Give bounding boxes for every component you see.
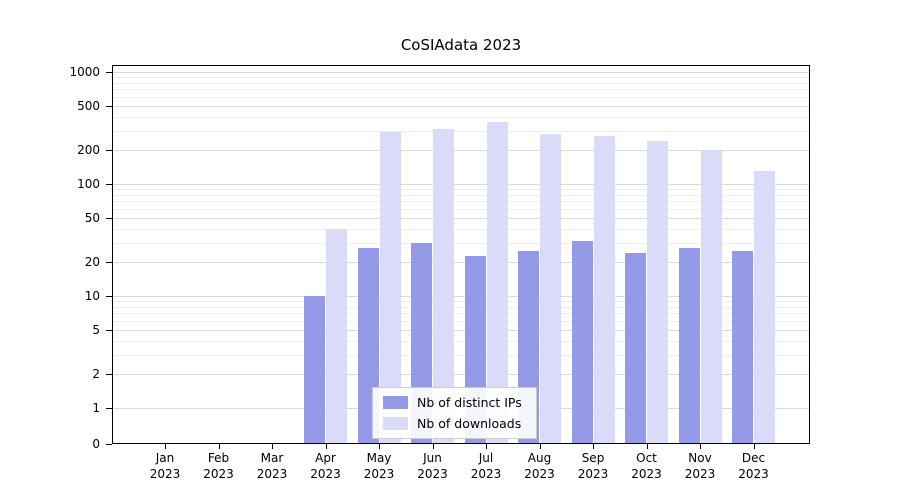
bar-distinct-ips — [678, 247, 700, 444]
x-tick-mark — [539, 444, 541, 449]
minor-gridline — [112, 340, 810, 342]
x-tick-label: Dec 2023 — [738, 451, 769, 481]
minor-gridline — [112, 354, 810, 356]
legend-label-distinct-ips: Nb of distinct IPs — [417, 395, 522, 410]
y-tick-label: 1 — [92, 401, 100, 415]
major-gridline — [112, 105, 810, 107]
y-tick-mark — [106, 444, 112, 445]
x-tick-label: Mar 2023 — [256, 451, 288, 481]
major-gridline — [112, 150, 810, 152]
major-gridline — [112, 184, 810, 185]
bar-downloads — [647, 141, 668, 444]
x-tick-mark — [272, 444, 273, 449]
x-axis-tick-labels: Jan 2023 Feb 2023 Mar 2023 Apr 2023 May 2023 Jun 20… — [112, 450, 810, 490]
legend-label-downloads: Nb of downloads — [417, 416, 522, 431]
bar-distinct-ips — [304, 296, 325, 444]
minor-gridline — [112, 96, 810, 98]
y-tick-label: 2 — [92, 367, 100, 382]
bar-downloads — [379, 132, 401, 444]
x-tick-label: Nov 2023 — [684, 451, 716, 481]
x-tick-label: Feb 2023 — [203, 451, 234, 481]
minor-gridline — [112, 313, 810, 315]
x-tick-mark — [218, 444, 220, 449]
y-tick-mark — [106, 408, 112, 409]
y-tick-label: 1000 — [69, 65, 100, 79]
x-tick-mark — [700, 444, 701, 449]
y-tick-mark — [106, 374, 112, 376]
y-tick-mark — [106, 184, 112, 185]
y-tick-mark — [106, 329, 112, 331]
plot-area: Nb of distinct IPs Nb of downloads — [112, 65, 810, 444]
minor-gridline — [112, 130, 810, 132]
bar-downloads — [326, 228, 347, 444]
y-tick-mark — [106, 262, 112, 264]
y-tick-label: 100 — [77, 177, 100, 191]
minor-gridline — [112, 77, 810, 79]
bar-downloads — [540, 133, 561, 444]
minor-gridline — [112, 228, 810, 230]
legend-swatch-distinct-ips-icon — [383, 396, 408, 409]
x-tick-mark — [432, 444, 434, 449]
y-tick-label: 20 — [84, 255, 100, 270]
x-tick-label: Jun 2023 — [417, 451, 448, 481]
y-tick-label: 5 — [92, 322, 100, 337]
major-gridline — [112, 262, 810, 264]
bar-downloads — [754, 171, 775, 444]
y-tick-mark — [106, 296, 112, 297]
x-tick-label: Oct 2023 — [631, 451, 662, 481]
y-tick-label: 200 — [77, 143, 100, 158]
y-tick-mark — [106, 217, 112, 219]
bar-downloads — [700, 150, 722, 444]
legend-item-downloads: Nb of downloads — [383, 416, 522, 431]
y-axis-tick-labels: 0 1 2 5 10 20 50 100 200 500 1000 — [0, 65, 100, 451]
minor-gridline — [112, 306, 810, 308]
x-tick-label: Aug 2023 — [524, 451, 555, 481]
minor-gridline — [112, 116, 810, 118]
y-tick-label: 50 — [84, 210, 100, 225]
minor-gridline — [112, 194, 810, 196]
legend-item-distinct-ips: Nb of distinct IPs — [383, 395, 522, 410]
x-tick-mark — [646, 444, 648, 449]
major-gridline — [112, 217, 810, 219]
x-tick-mark — [753, 444, 755, 449]
major-gridline — [112, 72, 810, 73]
bar-distinct-ips — [732, 251, 753, 444]
x-tick-mark — [379, 444, 380, 449]
minor-gridline — [112, 82, 810, 84]
minor-gridline — [112, 201, 810, 203]
y-tick-label: 10 — [84, 289, 100, 303]
bar-downloads — [593, 135, 615, 444]
x-tick-label: Jan 2023 — [149, 451, 181, 481]
x-tick-label: May 2023 — [363, 451, 395, 481]
x-tick-mark — [593, 444, 594, 449]
minor-gridline — [112, 301, 810, 303]
minor-gridline — [112, 208, 810, 210]
major-gridline — [112, 329, 810, 331]
major-gridline — [112, 296, 810, 297]
minor-gridline — [112, 242, 810, 244]
x-tick-mark — [486, 444, 487, 449]
y-tick-mark — [106, 105, 112, 107]
major-gridline — [112, 374, 810, 376]
minor-gridline — [112, 89, 810, 91]
y-tick-mark — [106, 150, 112, 152]
bar-downloads — [433, 129, 454, 444]
chart-title: CoSIAdata 2023 — [400, 36, 522, 54]
y-tick-mark — [106, 72, 112, 73]
y-tick-label: 500 — [77, 98, 100, 113]
legend-swatch-downloads-icon — [383, 417, 408, 430]
minor-gridline — [112, 320, 810, 322]
legend: Nb of distinct IPs Nb of downloads — [372, 387, 537, 439]
minor-gridline — [112, 189, 810, 191]
x-tick-label: Sep 2023 — [577, 451, 609, 481]
bar-distinct-ips — [625, 253, 646, 444]
x-tick-label: Apr 2023 — [310, 451, 341, 481]
x-tick-mark — [325, 444, 327, 449]
bar-downloads — [486, 121, 508, 444]
y-tick-label: 0 — [92, 437, 100, 451]
x-tick-label: Jul 2023 — [470, 451, 502, 481]
x-tick-mark — [165, 444, 166, 449]
bar-distinct-ips — [571, 241, 593, 444]
